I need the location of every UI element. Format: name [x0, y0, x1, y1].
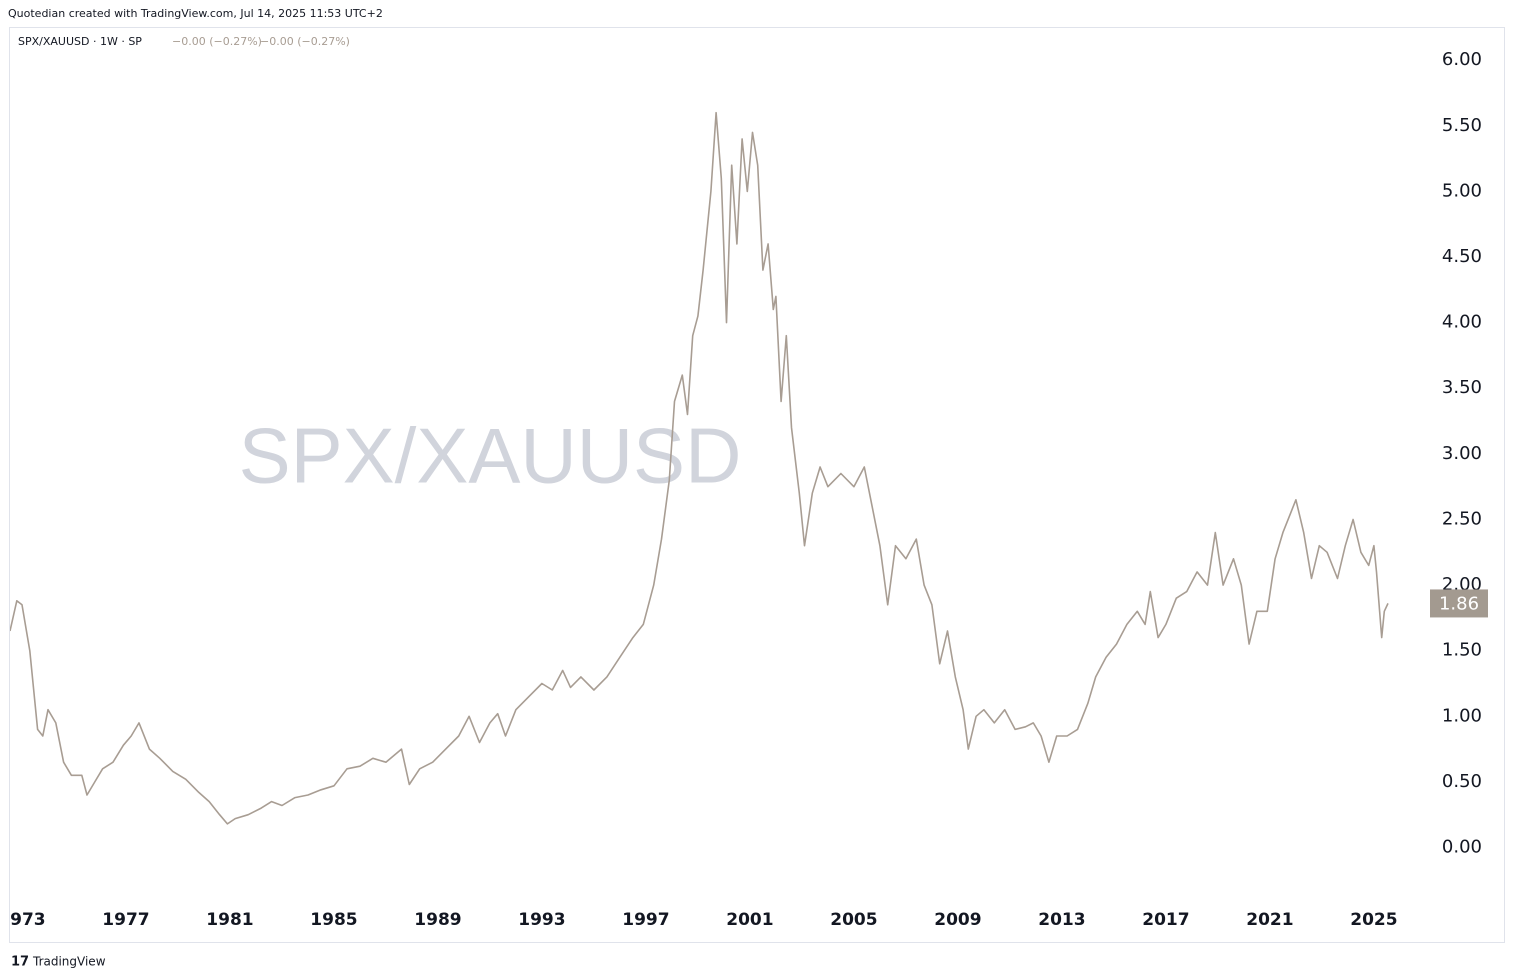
footer-text: TradingView: [32, 955, 106, 969]
x-tick-label: 1997: [622, 910, 669, 930]
x-tick-label: 1981: [206, 910, 253, 930]
legend-change-2: −0.00 (−0.27%): [260, 35, 350, 48]
y-tick-label: 1.50: [1442, 640, 1482, 661]
x-tick-label: 2025: [1350, 910, 1397, 930]
legend-symbol: SPX/XAUUSD · 1W · SP: [18, 35, 142, 48]
y-tick-label: 2.50: [1442, 508, 1482, 529]
watermark: SPX/XAUUSD: [239, 412, 742, 500]
x-tick-label: 1989: [414, 910, 461, 930]
y-tick-label: 5.00: [1442, 180, 1482, 201]
plot-area: 1973 1977 1981 1985 1989 1993 1997 2001 2005 2009…: [0, 111, 1398, 930]
price-line: [10, 111, 1389, 825]
legend-change: −0.00 (−0.27%): [172, 35, 262, 48]
x-tick-label: 1977: [102, 910, 149, 930]
y-tick-label: 5.50: [1442, 115, 1482, 136]
y-tick-label: 4.50: [1442, 246, 1482, 267]
y-tick-label: 3.00: [1442, 443, 1482, 464]
last-price-tag: [1430, 589, 1488, 618]
x-tick-label: 2009: [934, 910, 981, 930]
y-tick-label: 6.00: [1442, 49, 1482, 70]
logo-mark: 17: [11, 955, 29, 970]
y-tick-label: 4.00: [1442, 312, 1482, 333]
y-tick-label: 3.50: [1442, 377, 1482, 398]
footer-logo: 17 TradingView: [11, 955, 106, 970]
x-tick-label: 2013: [1038, 910, 1085, 930]
x-tick-label: 2021: [1246, 910, 1293, 930]
x-tick-label: 2001: [726, 910, 773, 930]
y-tick-label: 0.00: [1442, 837, 1482, 858]
chart-frame: [9, 27, 1505, 943]
attribution: Quotedian created with TradingView.com, …: [8, 7, 383, 20]
y-tick-label: 0.50: [1442, 771, 1482, 792]
x-tick-label: 2017: [1142, 910, 1189, 930]
last-price-label: 1.86: [1439, 593, 1479, 614]
x-tick-label: 1985: [310, 910, 357, 930]
x-tick-label: 1993: [518, 910, 565, 930]
x-tick-label: 2005: [830, 910, 877, 930]
x-tick-label: 1973: [0, 910, 46, 930]
legend: SPX/XAUUSD · 1W · SP −0.00 (−0.27%) −0.0…: [18, 35, 350, 48]
y-tick-label: 1.00: [1442, 705, 1482, 726]
